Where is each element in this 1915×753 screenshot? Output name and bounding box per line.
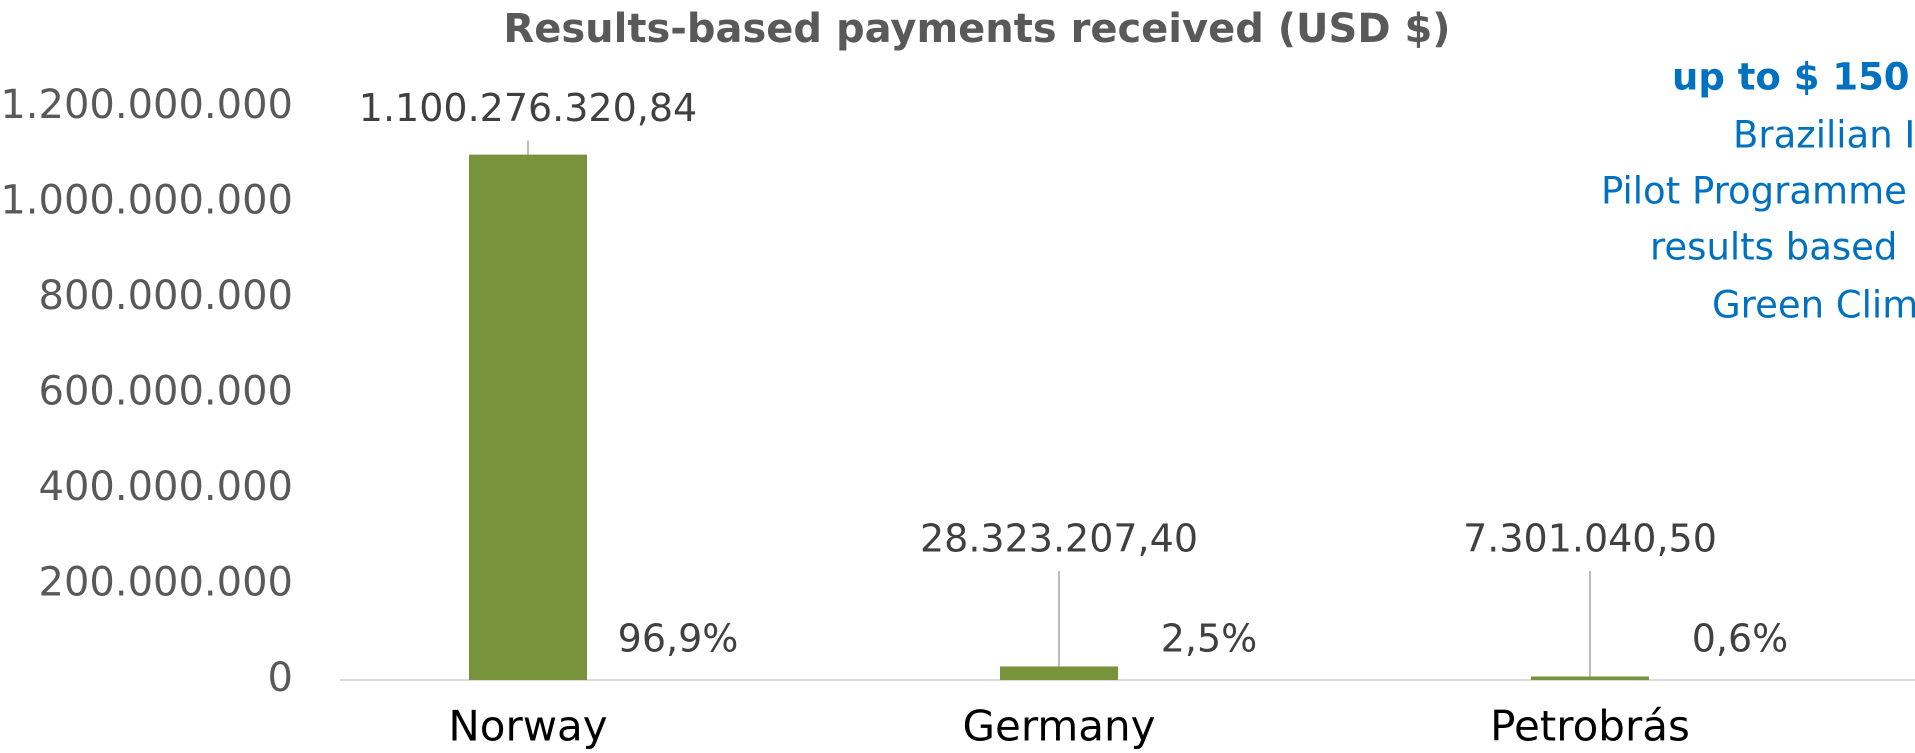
value-label: 28.323.207,40 bbox=[920, 517, 1198, 561]
y-tick-label: 800.000.000 bbox=[39, 273, 293, 319]
y-tick-label: 600.000.000 bbox=[39, 369, 293, 415]
y-tick-label: 0 bbox=[268, 655, 293, 701]
annotation: up to $ 150 m bbox=[1672, 56, 1915, 99]
value-label: 1.100.276.320,84 bbox=[359, 86, 697, 130]
y-tick-label: 200.000.000 bbox=[39, 560, 293, 606]
share-label: 96,9% bbox=[618, 617, 739, 661]
x-tick-label: Germany bbox=[962, 702, 1155, 751]
annotation: Brazilian I bbox=[1733, 114, 1915, 157]
bar bbox=[1531, 676, 1649, 680]
y-tick-label: 400.000.000 bbox=[39, 464, 293, 510]
y-tick-label: 1.200.000.000 bbox=[0, 82, 293, 128]
bar bbox=[1000, 666, 1118, 680]
y-tick-label: 1.000.000.000 bbox=[0, 178, 293, 224]
value-label: 7.301.040,50 bbox=[1463, 517, 1717, 561]
annotation: Pilot Programme bbox=[1601, 170, 1907, 213]
x-tick-label: Petrobrás bbox=[1490, 702, 1690, 751]
share-label: 2,5% bbox=[1161, 617, 1258, 661]
bar bbox=[469, 154, 587, 681]
annotation: results based bbox=[1650, 226, 1897, 269]
x-tick-label: Norway bbox=[448, 702, 607, 751]
share-label: 0,6% bbox=[1692, 617, 1789, 661]
chart-title: Results-based payments received (USD $) bbox=[503, 6, 1450, 52]
annotation: Green Clim bbox=[1712, 284, 1915, 327]
